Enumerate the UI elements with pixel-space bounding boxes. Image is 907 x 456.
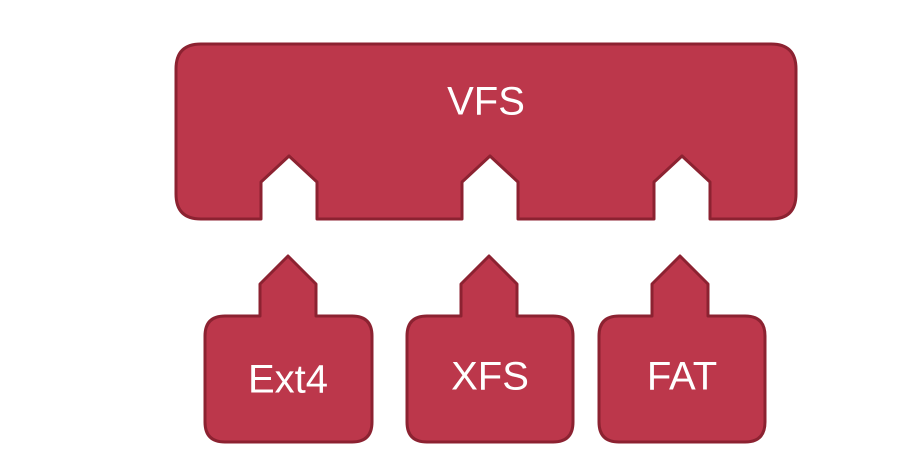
- fs-label-fat: FAT: [647, 355, 717, 399]
- fs-block-xfs: XFS: [405, 254, 575, 444]
- fs-block-fat: FAT: [597, 254, 767, 444]
- fat-shape: [597, 254, 767, 444]
- fs-label-ext4: Ext4: [248, 358, 328, 402]
- vfs-block: VFS: [174, 42, 798, 221]
- vfs-label: VFS: [447, 80, 525, 124]
- ext4-shape: [203, 254, 374, 444]
- fs-label-xfs: XFS: [451, 355, 529, 399]
- fs-block-ext4: Ext4: [203, 254, 374, 444]
- vfs-shape: [174, 42, 798, 221]
- xfs-shape: [405, 254, 575, 444]
